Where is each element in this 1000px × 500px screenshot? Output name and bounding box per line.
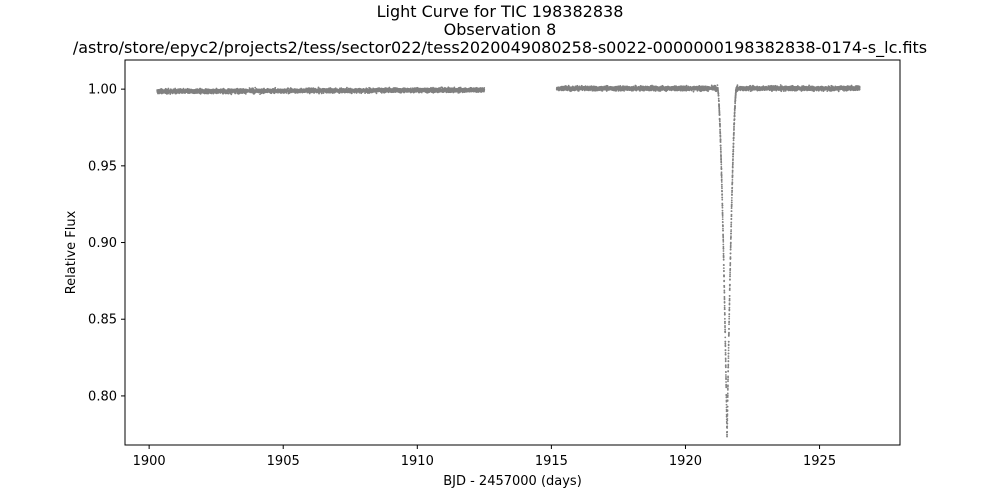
data-point xyxy=(576,84,579,87)
data-point xyxy=(274,86,277,89)
data-point xyxy=(287,87,290,90)
data-point xyxy=(346,86,348,89)
chart-title: Light Curve for TIC 198382838 xyxy=(376,2,624,21)
chart-subtitle: Observation 8 xyxy=(443,20,557,39)
data-point xyxy=(375,92,378,95)
data-point xyxy=(483,88,486,91)
data-point xyxy=(420,91,423,94)
data-point xyxy=(170,88,173,91)
data-point xyxy=(169,93,172,95)
data-point xyxy=(182,87,185,90)
data-point xyxy=(230,93,233,96)
data-point xyxy=(167,87,170,90)
data-point xyxy=(227,92,230,95)
data-point xyxy=(244,92,247,95)
data-point xyxy=(380,92,383,94)
data-points-group xyxy=(156,84,861,438)
chart-file-path: /astro/store/epyc2/projects2/tess/sector… xyxy=(72,38,928,57)
data-point xyxy=(215,87,218,90)
